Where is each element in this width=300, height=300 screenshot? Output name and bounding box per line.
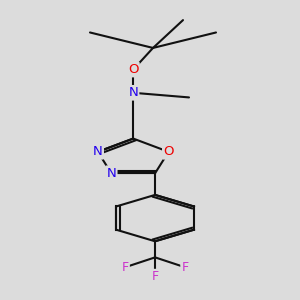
Text: F: F: [152, 270, 159, 283]
Text: F: F: [182, 261, 189, 274]
Text: N: N: [93, 145, 103, 158]
Text: N: N: [106, 167, 116, 180]
Text: O: O: [128, 63, 138, 76]
Text: O: O: [163, 145, 174, 158]
Text: F: F: [122, 261, 129, 274]
Text: N: N: [128, 86, 138, 99]
